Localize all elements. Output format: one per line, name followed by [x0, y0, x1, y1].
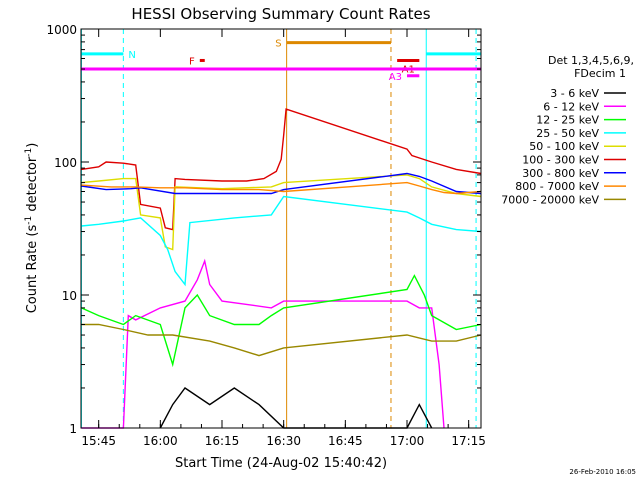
legend-label-2: 12 - 25 keV	[536, 114, 599, 127]
series-line-0	[81, 108, 482, 231]
x-axis: 15:45 16:00 16:15 16:30 16:45 17:00 17:15	[81, 29, 486, 448]
x-tick-label-5: 17:00	[390, 434, 425, 448]
legend-label-5: 100 - 300 keV	[522, 154, 599, 167]
x-tick-label-2: 16:15	[205, 434, 240, 448]
y-tick-label-2: 100	[54, 156, 77, 170]
legend-label-7: 800 - 7000 keV	[515, 180, 599, 193]
series-line-1	[81, 174, 482, 251]
series-line-3	[81, 181, 482, 195]
legend-label-0: 3 - 6 keV	[550, 87, 599, 100]
legend-label-4: 50 - 100 keV	[529, 140, 599, 153]
x-tick-label-1: 16:00	[143, 434, 178, 448]
y-tick-label-1: 10	[62, 289, 77, 303]
plot-area: NSFA1A3	[80, 29, 482, 429]
flag-label-0: N	[128, 50, 135, 61]
series-line-4	[81, 195, 482, 287]
x-tick-label-6: 17:15	[451, 434, 486, 448]
legend-label-6: 300 - 800 keV	[522, 167, 599, 180]
series-line-6	[81, 274, 482, 368]
flag-label-5: A3	[389, 72, 402, 83]
series-line-7	[81, 323, 482, 357]
series-line-8	[159, 387, 433, 429]
plot-frame	[80, 28, 482, 429]
y-axis-label: Count Rate (s-1 detector-1)	[24, 143, 40, 314]
flag-label-3: F	[189, 56, 195, 67]
x-tick-label-3: 16:30	[266, 434, 301, 448]
legend-label-1: 6 - 12 keV	[543, 100, 599, 113]
series-line-5	[81, 258, 445, 429]
x-axis-label: Start Time (24-Aug-02 15:40:42)	[175, 456, 387, 471]
y-axis: 1 10 100 1000	[46, 23, 481, 436]
y-tick-label-3: 1000	[46, 23, 77, 37]
flag-label-2: S	[275, 39, 281, 50]
chart-title: HESSI Observing Summary Count Rates	[131, 5, 430, 23]
generation-timestamp: 26-Feb-2010 16:05	[569, 468, 636, 476]
x-tick-label-4: 16:45	[328, 434, 363, 448]
legend-label-8: 7000 - 20000 keV	[501, 193, 599, 206]
legend-label-3: 25 - 50 keV	[536, 127, 599, 140]
y-tick-label-0: 1	[69, 422, 77, 436]
legend-header-1: Det 1,3,4,5,6,9,	[548, 54, 634, 67]
series-line-2	[81, 172, 482, 195]
x-tick-label-0: 15:45	[81, 434, 116, 448]
legend-header-2: FDecim 1	[574, 67, 626, 80]
